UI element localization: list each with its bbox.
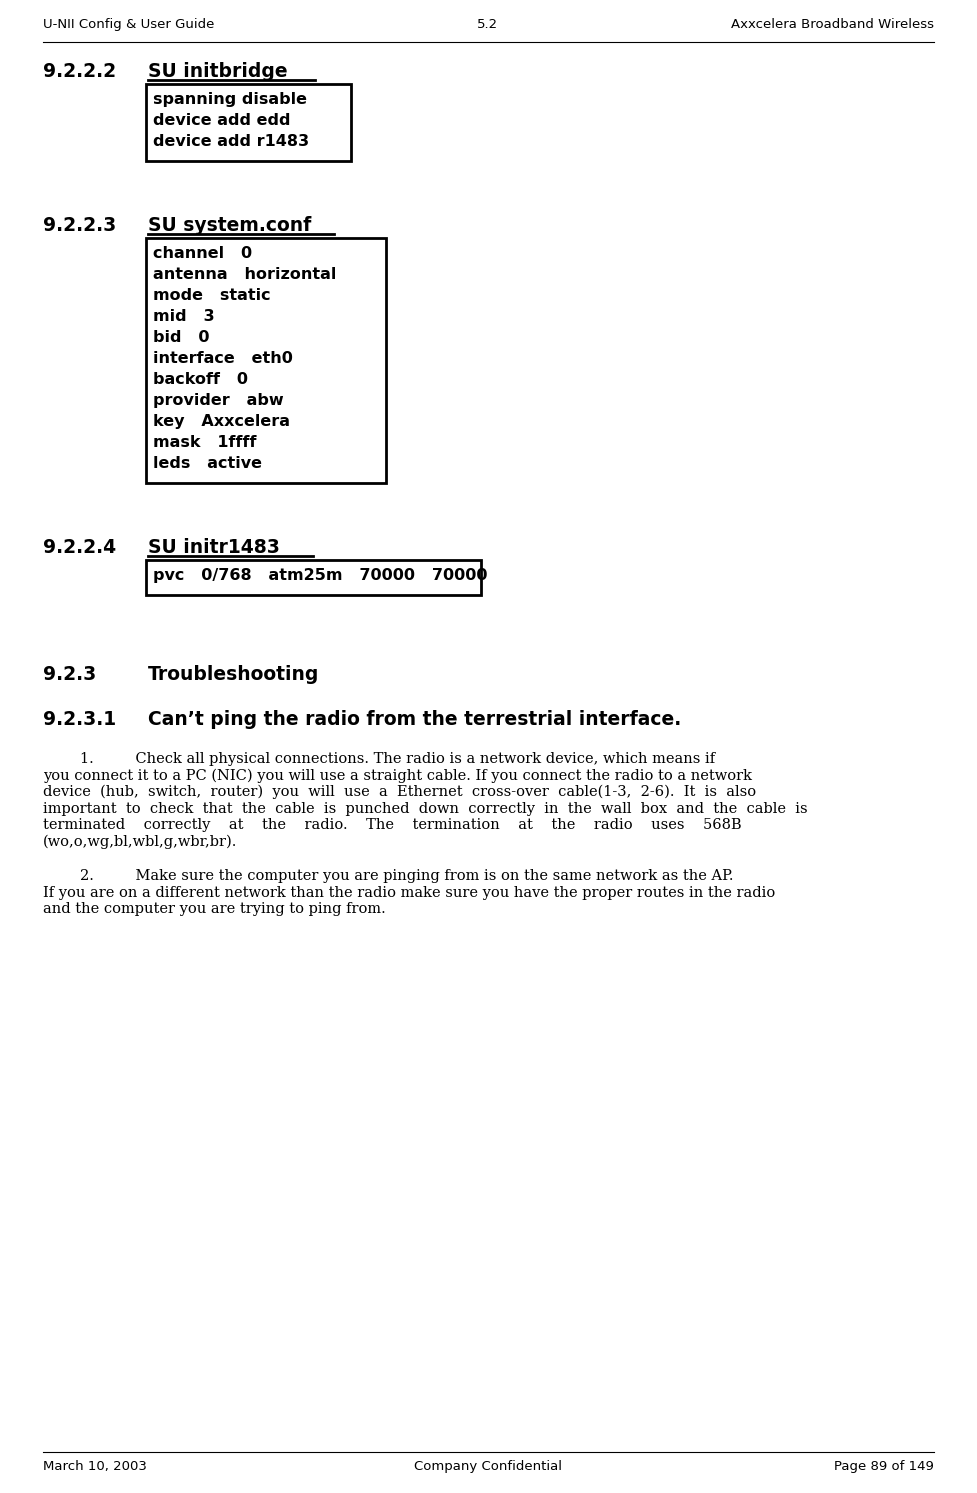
Text: leds   active: leds active	[153, 455, 262, 470]
Text: you connect it to a PC (NIC) you will use a straight cable. If you connect the r: you connect it to a PC (NIC) you will us…	[43, 769, 752, 782]
Text: important  to  check  that  the  cable  is  punched  down  correctly  in  the  w: important to check that the cable is pun…	[43, 802, 808, 815]
Text: SU initr1483: SU initr1483	[148, 537, 279, 557]
Text: Company Confidential: Company Confidential	[414, 1460, 562, 1474]
Text: 9.2.2.4: 9.2.2.4	[43, 537, 116, 557]
Text: mid   3: mid 3	[153, 309, 215, 324]
Text: Page 89 of 149: Page 89 of 149	[834, 1460, 934, 1474]
Text: 9.2.2.3: 9.2.2.3	[43, 216, 116, 234]
Text: If you are on a different network than the radio make sure you have the proper r: If you are on a different network than t…	[43, 885, 776, 899]
Text: Axxcelera Broadband Wireless: Axxcelera Broadband Wireless	[731, 18, 934, 31]
Text: 9.2.3: 9.2.3	[43, 664, 97, 684]
Text: backoff   0: backoff 0	[153, 372, 248, 387]
Text: bid   0: bid 0	[153, 330, 209, 345]
Text: interface   eth0: interface eth0	[153, 351, 293, 366]
Text: and the computer you are trying to ping from.: and the computer you are trying to ping …	[43, 902, 386, 917]
Text: device  (hub,  switch,  router)  you  will  use  a  Ethernet  cross-over  cable(: device (hub, switch, router) you will us…	[43, 785, 756, 799]
Text: (wo,o,wg,bl,wbl,g,wbr,br).: (wo,o,wg,bl,wbl,g,wbr,br).	[43, 835, 237, 850]
Bar	[146, 237, 386, 484]
Text: SU initbridge: SU initbridge	[148, 63, 287, 81]
Text: mask   1ffff: mask 1ffff	[153, 434, 257, 449]
Text: March 10, 2003: March 10, 2003	[43, 1460, 147, 1474]
Text: SU system.conf: SU system.conf	[148, 216, 312, 234]
Text: device add edd: device add edd	[153, 113, 290, 128]
Text: provider   abw: provider abw	[153, 393, 283, 408]
Text: U-NII Config & User Guide: U-NII Config & User Guide	[43, 18, 214, 31]
Text: channel   0: channel 0	[153, 246, 252, 261]
Text: pvc   0/768   atm25m   70000   70000: pvc 0/768 atm25m 70000 70000	[153, 567, 488, 582]
Text: device add r1483: device add r1483	[153, 134, 309, 149]
Text: antenna   horizontal: antenna horizontal	[153, 267, 336, 282]
Text: 5.2: 5.2	[478, 18, 498, 31]
Text: 2.         Make sure the computer you are pinging from is on the same network as: 2. Make sure the computer you are pingin…	[43, 869, 734, 882]
Text: mode   static: mode static	[153, 288, 271, 303]
Text: Troubleshooting: Troubleshooting	[148, 664, 319, 684]
Text: key   Axxcelera: key Axxcelera	[153, 414, 290, 428]
Text: terminated    correctly    at    the    radio.    The    termination    at    th: terminated correctly at the radio. The t…	[43, 818, 742, 832]
Bar	[146, 84, 351, 161]
Text: spanning disable: spanning disable	[153, 93, 307, 107]
Text: 9.2.3.1: 9.2.3.1	[43, 711, 116, 729]
Bar	[146, 560, 481, 596]
Text: 9.2.2.2: 9.2.2.2	[43, 63, 116, 81]
Text: Can’t ping the radio from the terrestrial interface.: Can’t ping the radio from the terrestria…	[148, 711, 681, 729]
Text: 1.         Check all physical connections. The radio is a network device, which : 1. Check all physical connections. The r…	[43, 752, 715, 766]
